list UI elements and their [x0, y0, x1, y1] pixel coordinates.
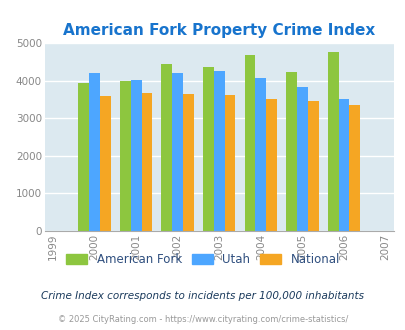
Bar: [213, 71, 224, 231]
Bar: [183, 94, 194, 231]
Bar: [255, 78, 266, 231]
Bar: [266, 99, 276, 231]
Bar: [141, 93, 152, 231]
Text: © 2025 CityRating.com - https://www.cityrating.com/crime-statistics/: © 2025 CityRating.com - https://www.city…: [58, 315, 347, 324]
Bar: [296, 86, 307, 231]
Bar: [348, 105, 359, 231]
Bar: [224, 95, 235, 231]
Legend: American Fork, Utah, National: American Fork, Utah, National: [62, 249, 343, 270]
Text: Crime Index corresponds to incidents per 100,000 inhabitants: Crime Index corresponds to incidents per…: [41, 291, 364, 301]
Bar: [338, 99, 348, 231]
Bar: [307, 101, 318, 231]
Bar: [244, 55, 255, 231]
Title: American Fork Property Crime Index: American Fork Property Crime Index: [63, 22, 375, 38]
Bar: [119, 81, 130, 231]
Bar: [161, 64, 172, 231]
Bar: [130, 80, 141, 231]
Bar: [327, 51, 338, 231]
Bar: [100, 96, 111, 231]
Bar: [202, 67, 213, 231]
Bar: [172, 73, 183, 231]
Bar: [286, 72, 296, 231]
Bar: [89, 73, 100, 231]
Bar: [78, 83, 89, 231]
